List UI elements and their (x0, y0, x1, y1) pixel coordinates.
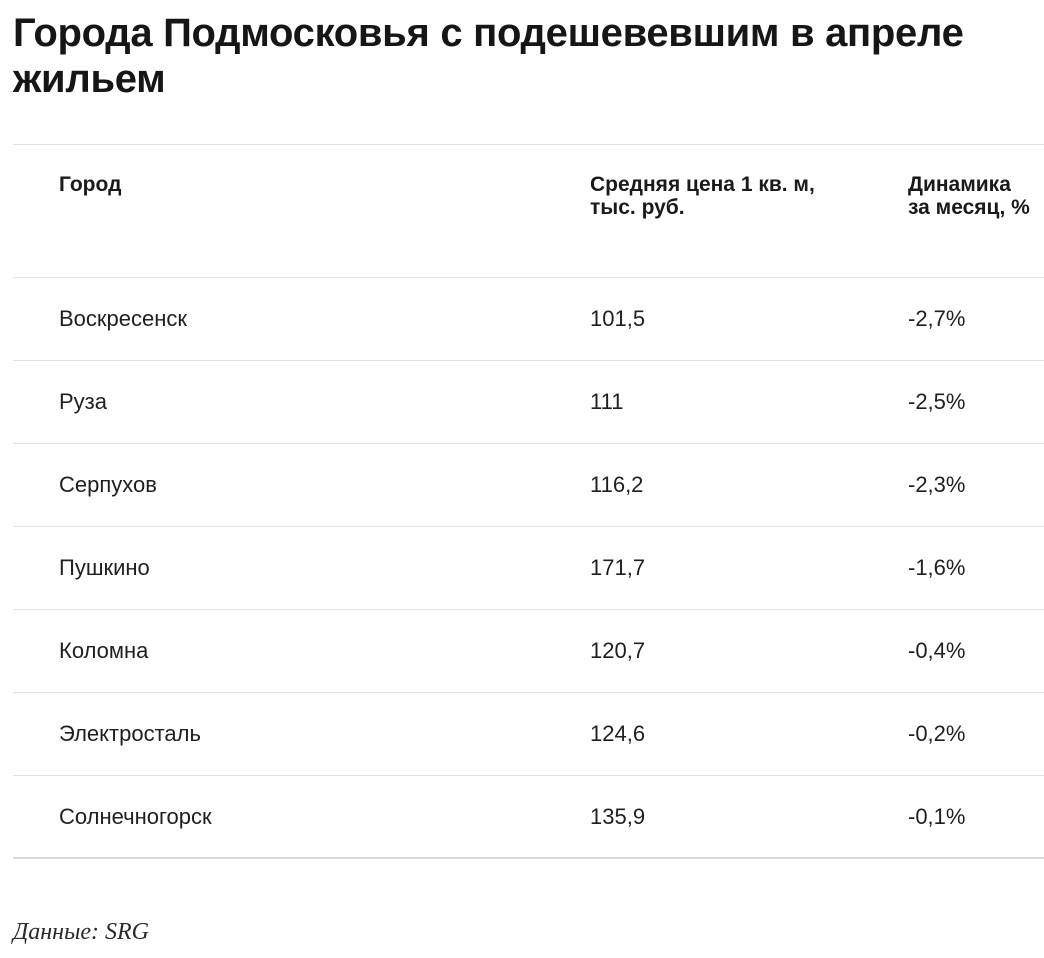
change-cell: -2,3% (908, 472, 966, 497)
city-cell: Коломна (59, 638, 149, 663)
table-row: Электросталь 124,6 -0,2% (13, 693, 1044, 776)
change-cell: -1,6% (908, 555, 966, 580)
city-cell: Пушкино (59, 555, 150, 580)
price-cell: 116,2 (590, 472, 644, 497)
price-cell: 120,7 (590, 638, 646, 663)
table-row: Солнечногорск 135,9 -0,1% (13, 776, 1044, 859)
column-header-price: Средняя цена 1 кв. м, тыс. руб. (590, 173, 815, 219)
source-note: Данные: SRG (13, 919, 149, 945)
table-header: Город Средняя цена 1 кв. м, тыс. руб. Ди… (13, 144, 1044, 278)
column-header-change: Динамика за месяц, % (908, 173, 1030, 219)
city-cell: Электросталь (59, 721, 201, 746)
column-header-city: Город (59, 173, 122, 196)
table-row: Пушкино 171,7 -1,6% (13, 527, 1044, 610)
data-table: Город Средняя цена 1 кв. м, тыс. руб. Ди… (13, 144, 1044, 859)
city-cell: Руза (59, 389, 107, 414)
price-cell: 171,7 (590, 555, 646, 580)
city-cell: Солнечногорск (59, 804, 212, 829)
price-cell: 135,9 (590, 804, 646, 829)
change-cell: -2,5% (908, 389, 966, 414)
table-row: Коломна 120,7 -0,4% (13, 610, 1044, 693)
table-body: Воскресенск 101,5 -2,7% Руза 111 -2,5% Серпухо… (13, 278, 1044, 859)
price-cell: 124,6 (590, 721, 646, 746)
city-cell: Серпухов (59, 472, 157, 497)
change-cell: -0,2% (908, 721, 966, 746)
change-cell: -0,1% (908, 804, 966, 829)
table-row: Серпухов 116,2 -2,3% (13, 444, 1044, 527)
chart-title: Города Подмосковья с подешевевшим в апре… (13, 11, 964, 101)
table-row: Воскресенск 101,5 -2,7% (13, 278, 1044, 361)
table-row: Руза 111 -2,5% (13, 361, 1044, 444)
change-cell: -0,4% (908, 638, 966, 663)
change-cell: -2,7% (908, 306, 966, 331)
city-cell: Воскресенск (59, 306, 188, 331)
price-cell: 111 (590, 389, 624, 414)
price-cell: 101,5 (590, 306, 646, 331)
